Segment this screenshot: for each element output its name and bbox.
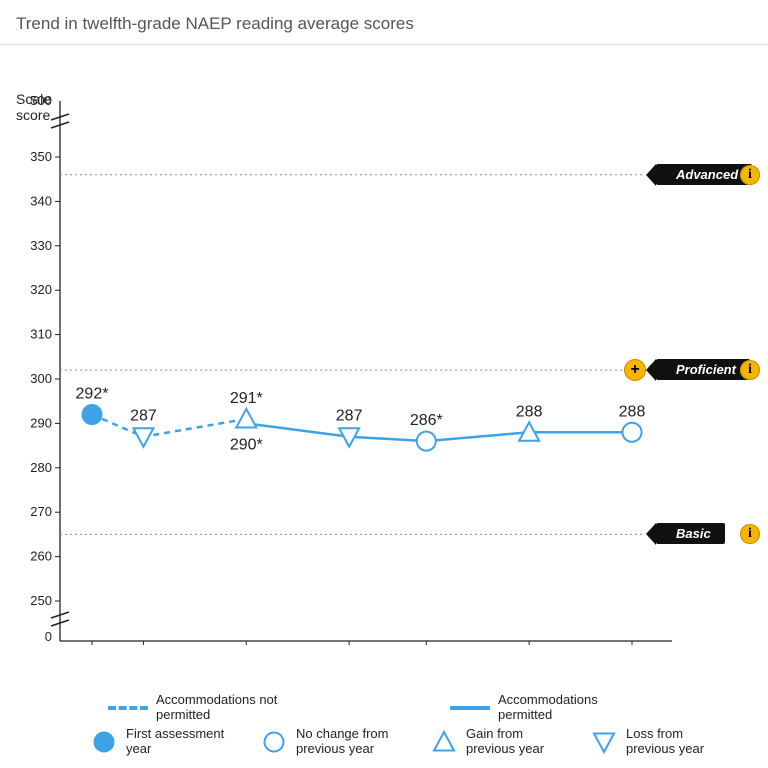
- legend-marker-nochange: No change fromprevious year: [260, 727, 389, 757]
- loss-marker-icon: [590, 728, 618, 756]
- expand-icon[interactable]: +: [624, 359, 646, 381]
- info-icon[interactable]: i: [740, 165, 760, 185]
- legend-swatch-dashed: [108, 706, 148, 710]
- svg-text:300: 300: [30, 371, 52, 386]
- y-axis-title-line2: score: [16, 107, 50, 123]
- legend-marker-label: First assessmentyear: [126, 727, 224, 757]
- svg-text:287: 287: [130, 408, 157, 425]
- legend-marker-gain: Gain fromprevious year: [430, 727, 544, 757]
- achievement-badge-proficient: Proficient: [656, 359, 750, 380]
- svg-text:340: 340: [30, 193, 52, 208]
- legend-marker-loss: Loss fromprevious year: [590, 727, 704, 757]
- chart-area: Scale score 5002502602702802903003103203…: [0, 45, 768, 645]
- y-axis-title: Scale score: [16, 91, 51, 123]
- svg-text:287: 287: [336, 408, 363, 425]
- svg-text:286*: 286*: [410, 412, 443, 429]
- svg-text:270: 270: [30, 504, 52, 519]
- achievement-badge-basic: Basic: [656, 523, 725, 544]
- achievement-badge-advanced: Advanced: [656, 164, 752, 185]
- legend-marker-label: Loss fromprevious year: [626, 727, 704, 757]
- svg-text:330: 330: [30, 238, 52, 253]
- svg-text:250: 250: [30, 593, 52, 608]
- svg-text:288: 288: [619, 403, 646, 420]
- svg-text:0: 0: [45, 629, 52, 644]
- svg-text:292*: 292*: [76, 386, 109, 403]
- chart-title: Trend in twelfth-grade NAEP reading aver…: [0, 0, 768, 45]
- legend-swatch-solid: [450, 706, 490, 710]
- legend-marker-label: Gain fromprevious year: [466, 727, 544, 757]
- svg-text:288: 288: [516, 403, 543, 420]
- legend-label-solid: Accommodations permitted: [498, 693, 638, 723]
- chart-svg: 5002502602702802903003103203303403500'92…: [0, 45, 768, 645]
- svg-text:290: 290: [30, 415, 52, 430]
- svg-text:290*: 290*: [230, 436, 263, 453]
- legend-item-dashed: Accommodations not permitted: [108, 693, 296, 723]
- svg-text:320: 320: [30, 282, 52, 297]
- svg-text:310: 310: [30, 327, 52, 342]
- nochange-marker-icon: [260, 728, 288, 756]
- first-marker-icon: [90, 728, 118, 756]
- legend-label-dashed: Accommodations not permitted: [156, 693, 296, 723]
- svg-text:260: 260: [30, 549, 52, 564]
- svg-text:291*: 291*: [230, 390, 263, 407]
- info-icon[interactable]: i: [740, 360, 760, 380]
- legend-item-solid: Accommodations permitted: [450, 693, 638, 723]
- legend-marker-first: First assessmentyear: [90, 727, 224, 757]
- gain-marker-icon: [430, 728, 458, 756]
- y-axis-title-line1: Scale: [16, 91, 51, 107]
- svg-text:280: 280: [30, 460, 52, 475]
- legend-marker-label: No change fromprevious year: [296, 727, 389, 757]
- svg-text:350: 350: [30, 149, 52, 164]
